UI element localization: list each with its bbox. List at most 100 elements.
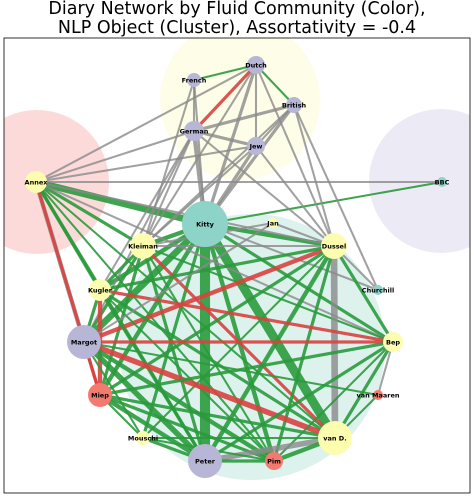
node-circle-Miep[interactable] (88, 383, 112, 407)
edge-Kitty-French (192, 79, 207, 225)
chart-title-line-2: NLP Object (Cluster), Assortativity = -0… (57, 18, 417, 38)
edge-Kitty-Miep (98, 222, 207, 397)
edge-Kleiman-Miep (98, 245, 145, 396)
edge-Kitty-Churchill (204, 223, 379, 291)
node-label-Dutch: Dutch (245, 62, 267, 70)
node-circle-vanD[interactable] (318, 421, 352, 455)
edge-Kitty-Dutch (203, 64, 258, 225)
node-circle-Pim[interactable] (265, 452, 283, 470)
node-Jan[interactable]: Jan (266, 218, 279, 228)
node-Kitty[interactable]: Kitty (182, 201, 228, 247)
edge-German-Kugler (99, 130, 195, 291)
edge-Dutch-German (192, 63, 258, 133)
node-circle-Margot[interactable] (67, 325, 101, 359)
node-label-Bep: Bep (386, 339, 400, 347)
node-circle-Kugler[interactable] (89, 279, 111, 301)
node-Bep[interactable]: Bep (383, 332, 403, 352)
edge-Dutch-Dussel (255, 64, 335, 247)
edge-Dussel-Kugler (99, 244, 335, 292)
node-Peter[interactable]: Peter (188, 444, 222, 478)
node-circle-Peter[interactable] (188, 444, 222, 478)
edge-Kugler-Peter (98, 289, 207, 462)
node-circle-vanMaaren[interactable] (373, 390, 383, 400)
node-German[interactable]: German (180, 121, 209, 141)
node-label-Miep: Miep (91, 392, 109, 400)
edge-Dussel-Peter (203, 244, 336, 463)
node-circle-German[interactable] (184, 121, 204, 141)
edge-Kugler-Bep (99, 288, 394, 344)
edge-British-Dussel (293, 104, 335, 247)
node-label-BBC: BBC (435, 179, 450, 187)
node-BBC[interactable]: BBC (435, 177, 450, 187)
edge-Margot-vanMaaren (83, 340, 379, 397)
node-circle-Jew[interactable] (247, 137, 265, 155)
node-Annex[interactable]: Annex (25, 171, 49, 193)
edge-Kugler-Pim (99, 289, 275, 462)
node-Dussel[interactable]: Dussel (321, 233, 347, 259)
edge-Kitty-BBC (204, 180, 443, 226)
edge-Jew-Kleiman (142, 145, 257, 247)
node-Kleiman[interactable]: Kleiman (128, 233, 158, 259)
node-circle-Mouschi[interactable] (136, 431, 150, 445)
edge-Dutch-British (255, 64, 295, 106)
node-Kugler[interactable]: Kugler (88, 279, 113, 301)
edge-Kleiman-Peter (141, 245, 207, 462)
node-label-Margot: Margot (71, 339, 97, 347)
node-label-vanD: van D. (323, 435, 346, 443)
edge-German-Kleiman (142, 130, 195, 247)
edge-Annex-Kleiman (35, 180, 144, 248)
node-circle-Kleiman[interactable] (130, 233, 156, 259)
node-circle-Jan[interactable] (268, 218, 278, 228)
node-Dutch[interactable]: Dutch (245, 56, 267, 74)
node-circle-Bep[interactable] (383, 332, 403, 352)
edge-Dutch-Annex (35, 64, 257, 183)
node-label-Kitty: Kitty (196, 221, 214, 229)
node-vanD[interactable]: van D. (318, 421, 352, 455)
node-Mouschi[interactable]: Mouschi (128, 431, 158, 445)
edge-Jan-Margot (83, 222, 274, 343)
edge-Margot-Mouschi (83, 341, 144, 439)
node-circle-British[interactable] (286, 97, 302, 113)
edge-Peter-vanD (204, 435, 336, 464)
edge-Dussel-Bep (332, 245, 395, 343)
edge-Miep-Peter (98, 393, 207, 463)
node-label-Pim: Pim (267, 458, 281, 466)
edge-Dussel-Miep (99, 244, 335, 397)
edge-Bep-Peter (204, 340, 394, 463)
node-vanMaaren[interactable]: van Maaren (357, 390, 400, 400)
node-circle-BBC[interactable] (437, 177, 447, 187)
node-label-vanMaaren: van Maaren (357, 392, 400, 400)
node-Jew[interactable]: Jew (247, 137, 265, 155)
edge-Jew-Annex (35, 144, 257, 184)
node-Miep[interactable]: Miep (88, 383, 112, 407)
edge-Miep-Pim (99, 393, 275, 463)
node-circle-French[interactable] (187, 73, 201, 87)
node-circle-Annex[interactable] (25, 171, 47, 193)
node-label-French: French (182, 77, 207, 85)
edges-layer (33, 63, 443, 464)
node-Churchill[interactable]: Churchill (362, 285, 394, 295)
node-circle-Dussel[interactable] (321, 233, 347, 259)
edge-Churchill-British (293, 104, 379, 291)
node-circle-Dutch[interactable] (247, 56, 265, 74)
node-label-Kugler: Kugler (88, 287, 113, 295)
edge-Kitty-Mouschi (141, 223, 207, 439)
edge-Miep-vanD (99, 393, 336, 440)
chart-title-line-1: Diary Network by Fluid Community (Color)… (48, 0, 426, 19)
edge-British-German (193, 103, 295, 133)
nodes-layer: Kitty Dutch French British German Jew Annex BBC… (25, 56, 450, 478)
node-circle-Churchill[interactable] (373, 285, 383, 295)
node-circle-Kitty[interactable] (182, 201, 228, 247)
edge-Annex-vanD (35, 181, 336, 439)
edge-French-Kleiman (142, 79, 195, 247)
node-British[interactable]: British (282, 97, 307, 113)
edge-German-Dussel (193, 130, 335, 247)
edge-Bep-vanD (333, 341, 395, 439)
node-French[interactable]: French (182, 73, 207, 87)
node-label-Jew: Jew (249, 143, 263, 151)
edge-Margot-Peter (82, 340, 207, 463)
node-Margot[interactable]: Margot (67, 325, 101, 359)
edge-Bep-Pim (273, 341, 394, 462)
node-Pim[interactable]: Pim (265, 452, 283, 470)
